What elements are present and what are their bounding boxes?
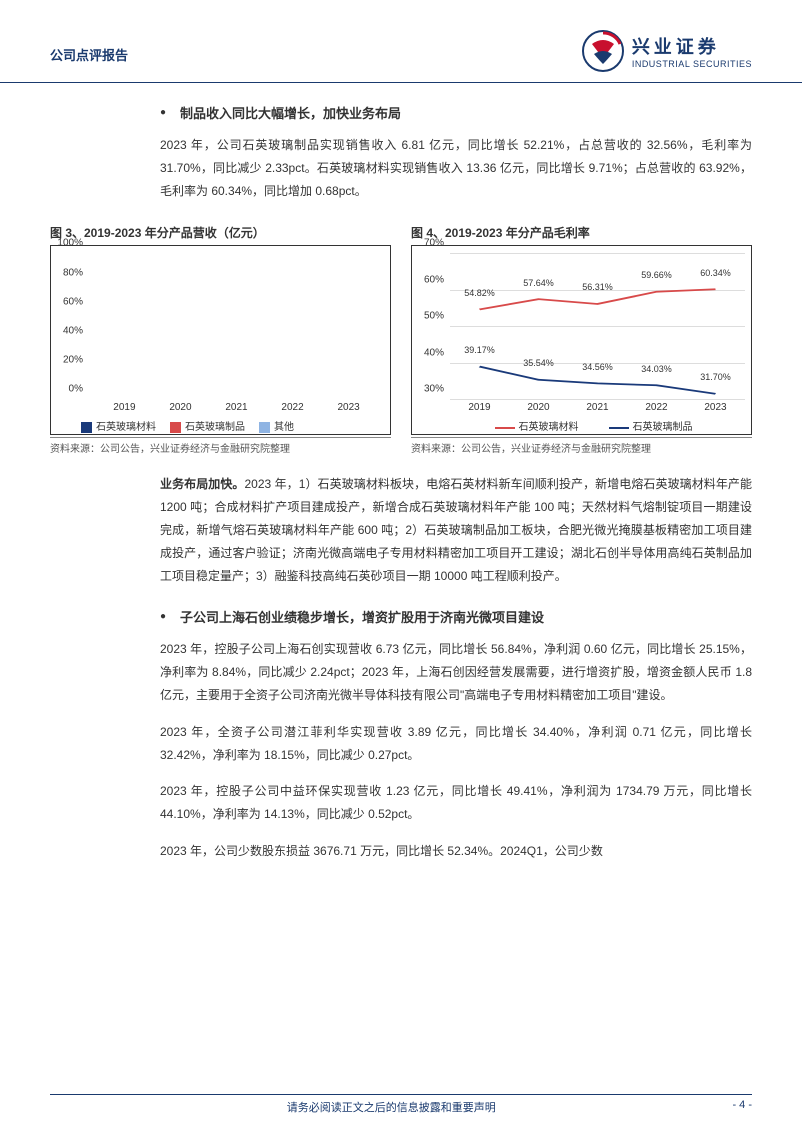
section2-body: 2023 年，1）石英玻璃材料板块，电熔石英材料新车间顺利投产，新增电熔石英玻璃… [160, 477, 752, 582]
logo-en: INDUSTRIAL SECURITIES [632, 59, 752, 69]
chart4-canvas: 30% 40% 50% 60% 70% 54.82% 57.64% [411, 245, 752, 435]
bullet-icon: ● [160, 107, 166, 118]
dl: 34.03% [641, 364, 672, 374]
section3-heading: ● 子公司上海石创业绩稳步增长，增资扩股用于济南光微项目建设 [160, 607, 752, 626]
section1-heading: ● 制品收入同比大幅增长，加快业务布局 [160, 103, 752, 122]
chart3-canvas: 0% 20% 40% 60% 80% 100% 5.04 2.34 6.6 1.… [50, 245, 391, 435]
section3-heading-text: 子公司上海石创业绩稳步增长，增资扩股用于济南光微项目建设 [180, 607, 544, 626]
dl: 60.34% [700, 268, 731, 278]
xlabel: 2021 [225, 402, 247, 413]
legend-product: 石英玻璃制品 [170, 418, 245, 433]
bullet-icon: ● [160, 611, 166, 622]
chart3-legend: 石英玻璃材料 石英玻璃制品 其他 [81, 418, 384, 433]
ytick: 80% [63, 267, 83, 278]
dl: 31.70% [700, 372, 731, 382]
chart3-plot: 5.04 2.34 6.6 1.85 9.21 2.48 [89, 254, 384, 400]
ytick: 20% [63, 355, 83, 366]
legend-material: 石英玻璃材料 [495, 418, 579, 433]
footer-disclaimer: 请务必阅读正文之后的信息披露和重要声明 [287, 1099, 496, 1115]
section1-heading-text: 制品收入同比大幅增长，加快业务布局 [180, 103, 401, 122]
chart4-legend: 石英玻璃材料 石英玻璃制品 [442, 418, 745, 433]
xlabel: 2022 [645, 402, 667, 413]
page-number: - 4 - [732, 1099, 752, 1115]
ytick: 50% [424, 311, 444, 322]
section-2: 业务布局加快。2023 年，1）石英玻璃材料板块，电熔石英材料新车间顺利投产，新… [0, 459, 802, 862]
ytick: 100% [57, 238, 83, 249]
ytick: 0% [69, 384, 83, 395]
section3-p2: 2023 年，全资子公司潜江菲利华实现营收 3.89 亿元，同比增长 34.40… [160, 721, 752, 767]
dl: 54.82% [464, 288, 495, 298]
charts-row: 图 3、2019-2023 年分产品营收（亿元） 0% 20% 40% 60% … [0, 216, 802, 459]
chart4-source: 资料来源：公司公告，兴业证券经济与金融研究院整理 [411, 437, 752, 455]
chart3: 图 3、2019-2023 年分产品营收（亿元） 0% 20% 40% 60% … [50, 224, 391, 455]
dl: 34.56% [582, 362, 613, 372]
chart4-x-axis: 2019 2020 2021 2022 2023 [450, 402, 745, 416]
ytick: 60% [63, 296, 83, 307]
section3-p4: 2023 年，公司少数股东损益 3676.71 万元，同比增长 52.34%。2… [160, 840, 752, 863]
xlabel: 2023 [337, 402, 359, 413]
chart4-y-axis: 30% 40% 50% 60% 70% [412, 254, 448, 400]
section3-p3: 2023 年，控股子公司中益环保实现营收 1.23 亿元，同比增长 49.41%… [160, 780, 752, 826]
ytick: 70% [424, 238, 444, 249]
section2-lead: 业务布局加快。 [160, 477, 245, 491]
section1-para: 2023 年，公司石英玻璃制品实现销售收入 6.81 亿元，同比增长 52.21… [160, 134, 752, 202]
ytick: 30% [424, 384, 444, 395]
ytick: 40% [63, 326, 83, 337]
legend-material: 石英玻璃材料 [81, 418, 156, 433]
page-header: 公司点评报告 兴业证券 INDUSTRIAL SECURITIES [0, 0, 802, 83]
chart4-title: 图 4、2019-2023 年分产品毛利率 [411, 224, 752, 241]
xlabel: 2019 [113, 402, 135, 413]
logo-cn: 兴业证券 [632, 33, 720, 59]
logo-text: 兴业证券 INDUSTRIAL SECURITIES [632, 33, 752, 69]
chart4: 图 4、2019-2023 年分产品毛利率 30% 40% 50% 60% 70… [411, 224, 752, 455]
section3-p1: 2023 年，控股子公司上海石创实现营收 6.73 亿元，同比增长 56.84%… [160, 638, 752, 706]
chart3-title: 图 3、2019-2023 年分产品营收（亿元） [50, 224, 391, 241]
dl: 59.66% [641, 270, 672, 280]
brand-logo: 兴业证券 INDUSTRIAL SECURITIES [582, 30, 752, 72]
page-footer: 请务必阅读正文之后的信息披露和重要声明 - 4 - [50, 1094, 752, 1115]
legend-other: 其他 [259, 418, 294, 433]
xlabel: 2021 [586, 402, 608, 413]
ytick: 60% [424, 274, 444, 285]
xlabel: 2023 [704, 402, 726, 413]
ytick: 40% [424, 347, 444, 358]
section-1: ● 制品收入同比大幅增长，加快业务布局 2023 年，公司石英玻璃制品实现销售收… [0, 83, 802, 202]
logo-mark-icon [582, 30, 624, 72]
chart3-y-axis: 0% 20% 40% 60% 80% 100% [51, 254, 87, 400]
xlabel: 2020 [527, 402, 549, 413]
doc-type-label: 公司点评报告 [50, 30, 128, 64]
xlabel: 2019 [468, 402, 490, 413]
dl: 56.31% [582, 282, 613, 292]
dl: 35.54% [523, 358, 554, 368]
dl: 39.17% [464, 345, 495, 355]
xlabel: 2020 [169, 402, 191, 413]
dl: 57.64% [523, 278, 554, 288]
section2-para: 业务布局加快。2023 年，1）石英玻璃材料板块，电熔石英材料新车间顺利投产，新… [160, 473, 752, 587]
xlabel: 2022 [281, 402, 303, 413]
chart3-source: 资料来源：公司公告，兴业证券经济与金融研究院整理 [50, 437, 391, 455]
chart3-x-axis: 2019 2020 2021 2022 2023 [89, 402, 384, 416]
chart4-plot: 54.82% 57.64% 56.31% 59.66% 60.34% 39.17… [450, 254, 745, 400]
legend-product: 石英玻璃制品 [609, 418, 693, 433]
